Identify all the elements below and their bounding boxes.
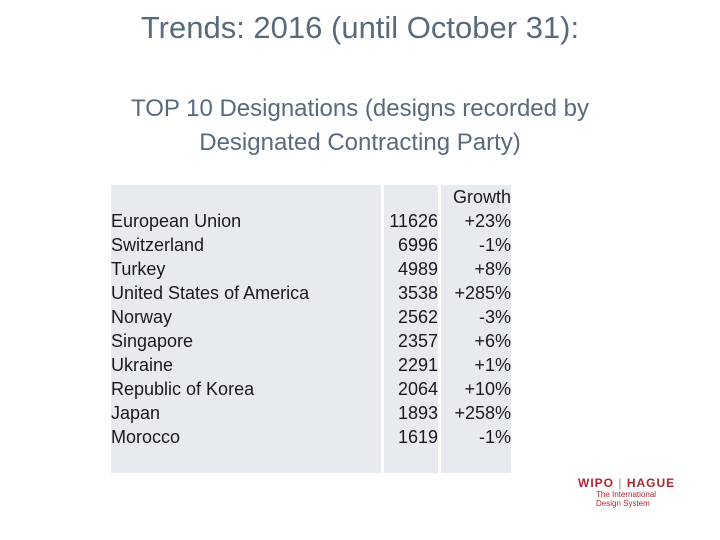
growth-value: +8% (474, 259, 511, 279)
growth-value: -3% (478, 307, 511, 327)
table-row: Morocco 1619 -1% (111, 425, 511, 449)
party-name: United States of America (111, 283, 310, 303)
table-row: Singapore 2357 +6% (111, 329, 511, 353)
growth-value: +1% (474, 355, 511, 375)
party-column-bg (111, 185, 381, 473)
designation-count: 2291 (397, 355, 438, 375)
table-row: Norway 2562 -3% (111, 305, 511, 329)
party-name: Switzerland (111, 235, 205, 255)
party-name: Republic of Korea (111, 379, 255, 399)
growth-value: -1% (478, 427, 511, 447)
subtitle-line-2: Designated Contracting Party) (199, 129, 521, 156)
designation-count: 2562 (397, 307, 438, 327)
designation-count: 6996 (397, 235, 438, 255)
table-row: Turkey 4989 +8% (111, 257, 511, 281)
logo-tagline-line-2: Design System (596, 499, 650, 508)
designation-count: 1619 (397, 427, 438, 447)
table-row: Republic of Korea 2064 +10% (111, 377, 511, 401)
party-name: Singapore (111, 331, 194, 351)
table-row: United States of America 3538 +285% (111, 281, 511, 305)
logo-tagline: The International Design System (596, 490, 656, 508)
wipo-hague-logo: WIPO | HAGUE The International Design Sy… (578, 476, 688, 516)
designation-count: 2064 (397, 379, 438, 399)
party-name: Ukraine (111, 355, 174, 375)
growth-value: +10% (464, 379, 511, 399)
designation-count: 1893 (397, 403, 438, 423)
growth-value: +258% (454, 403, 511, 423)
growth-value: +23% (464, 211, 511, 231)
designation-count: 4989 (397, 259, 438, 279)
table-row: Switzerland 6996 -1% (111, 233, 511, 257)
growth-header: Growth (452, 187, 511, 207)
designation-count: 11626 (389, 211, 438, 231)
count-column-bg (384, 185, 438, 473)
slide-subtitle: TOP 10 Designations (designs recorded by… (60, 92, 660, 160)
table-row: Japan 1893 +258% (111, 401, 511, 425)
logo-wordmark: WIPO | HAGUE (578, 476, 675, 490)
party-name: Japan (111, 403, 161, 423)
table-row: Ukraine 2291 +1% (111, 353, 511, 377)
growth-value: +6% (474, 331, 511, 351)
logo-wipo: WIPO (578, 476, 614, 490)
growth-column-bg (441, 185, 511, 473)
logo-hague: HAGUE (626, 476, 676, 490)
logo-tagline-line-1: The International (596, 490, 657, 499)
designation-count: 3538 (397, 283, 438, 303)
party-name: Norway (111, 307, 173, 327)
table-row: European Union 11626 +23% (111, 209, 511, 233)
party-name: Morocco (111, 427, 181, 447)
party-name: European Union (111, 211, 242, 231)
logo-separator: | (618, 476, 623, 490)
designation-count: 2357 (397, 331, 438, 351)
party-name: Turkey (111, 259, 166, 279)
growth-value: +285% (454, 283, 511, 303)
slide-title: Trends: 2016 (until October 31): (140, 10, 580, 45)
subtitle-line-1: TOP 10 Designations (designs recorded by (130, 95, 590, 122)
growth-value: -1% (478, 235, 511, 255)
